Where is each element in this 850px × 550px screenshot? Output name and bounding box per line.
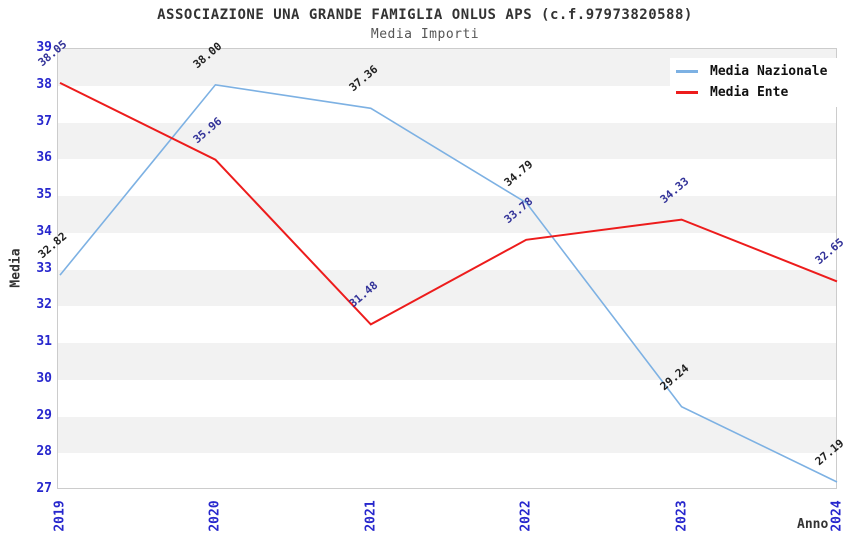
plot-area xyxy=(57,48,837,489)
legend-line-swatch-icon xyxy=(676,91,698,94)
y-tick-label: 36 xyxy=(36,150,52,166)
legend: Media Nazionale Media Ente xyxy=(670,58,850,107)
y-tick-label: 35 xyxy=(36,187,52,202)
x-tick-label: 2021 xyxy=(363,500,379,532)
y-tick-label: 29 xyxy=(36,407,52,423)
y-tick-label: 27 xyxy=(36,481,52,496)
y-tick-label: 31 xyxy=(36,334,52,349)
y-tick-label: 34 xyxy=(36,223,52,239)
x-axis-title: Anno xyxy=(797,517,829,532)
x-tick-label: 2022 xyxy=(518,500,534,532)
legend-item-media-ente: Media Ente xyxy=(676,82,850,103)
y-tick-label: 32 xyxy=(36,297,52,313)
legend-item-label: Media Nazionale xyxy=(710,64,828,79)
y-tick-label: 38 xyxy=(36,76,52,92)
grid-band xyxy=(58,269,836,307)
legend-item-label: Media Ente xyxy=(710,85,789,100)
x-tick-label: 2023 xyxy=(674,500,690,532)
y-tick-label: 28 xyxy=(36,444,52,460)
x-tick-label: 2024 xyxy=(829,500,845,532)
legend-line-swatch-icon xyxy=(676,70,698,73)
y-axis-title: Media xyxy=(8,248,24,288)
chart-title: ASSOCIAZIONE UNA GRANDE FAMIGLIA ONLUS A… xyxy=(157,7,693,23)
grid-band xyxy=(58,196,836,233)
grid-band xyxy=(58,343,836,380)
grid-band xyxy=(58,416,836,454)
x-tick-label: 2020 xyxy=(207,500,223,532)
legend-item-media-nazionale: Media Nazionale xyxy=(676,61,850,82)
x-tick-label: 2019 xyxy=(52,500,68,532)
y-tick-label: 33 xyxy=(36,260,52,276)
y-tick-label: 30 xyxy=(36,370,52,386)
grid-band xyxy=(58,122,836,160)
y-tick-label: 39 xyxy=(36,40,52,55)
y-tick-label: 37 xyxy=(36,113,52,129)
chart-subtitle: Media Importi xyxy=(370,27,480,42)
